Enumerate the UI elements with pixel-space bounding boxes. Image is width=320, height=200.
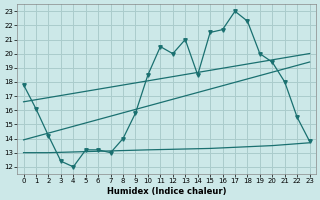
X-axis label: Humidex (Indice chaleur): Humidex (Indice chaleur) xyxy=(107,187,226,196)
